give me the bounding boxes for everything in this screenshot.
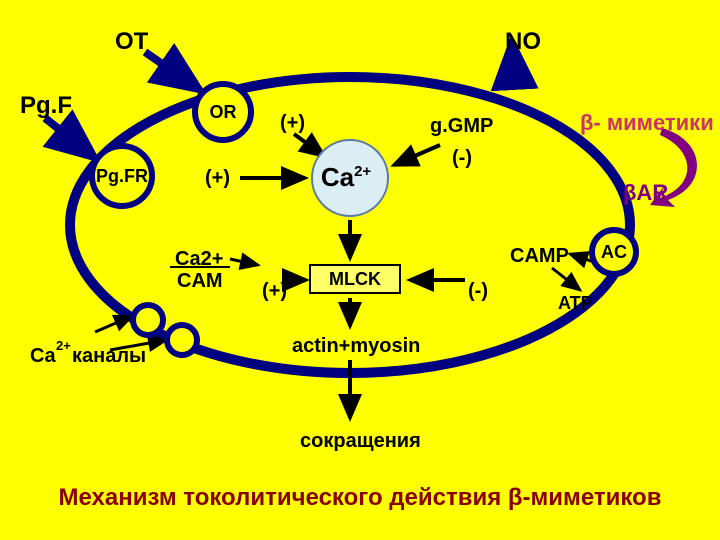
label-OT: OT — [115, 28, 148, 56]
label-plus2: (+) — [205, 167, 230, 190]
label-betaAR: βAR — [623, 180, 668, 206]
label-CaChanRest: каналы — [72, 345, 146, 368]
label-PgF: Pg.F — [20, 92, 72, 120]
label-actin: actin+myosin — [292, 335, 420, 358]
label-plus3: (+) — [262, 280, 287, 303]
label-CaChan: Ca — [30, 345, 56, 368]
label-CAMP: CAMP — [510, 245, 569, 268]
label-NO: NO — [505, 28, 541, 56]
diagram-canvas: OR Pg.FR AC Ca2+ MLCK — [0, 0, 720, 540]
label-contr: сокращения — [300, 430, 421, 453]
label-gGMP: g.GMP — [430, 115, 493, 138]
label-minus2: (-) — [468, 280, 488, 303]
svg-text:AC: AC — [601, 242, 627, 262]
svg-text:MLCK: MLCK — [329, 269, 381, 289]
caption: Механизм токолитического действия β-миме… — [0, 484, 720, 512]
label-beta: β- миметики — [580, 110, 714, 136]
label-minus1: (-) — [452, 147, 472, 170]
label-ATP: ATP — [558, 293, 593, 314]
caption-text: Механизм токолитического действия β-миме… — [59, 484, 662, 511]
label-Ca2CAM_a: Ca2+ — [175, 248, 223, 271]
svg-text:OR: OR — [210, 102, 237, 122]
label-CaChanSup: 2+ — [56, 338, 71, 353]
svg-text:Pg.FR: Pg.FR — [96, 166, 148, 186]
label-Ca2CAM_b: CAM — [177, 270, 223, 293]
label-plus1: (+) — [280, 112, 305, 135]
